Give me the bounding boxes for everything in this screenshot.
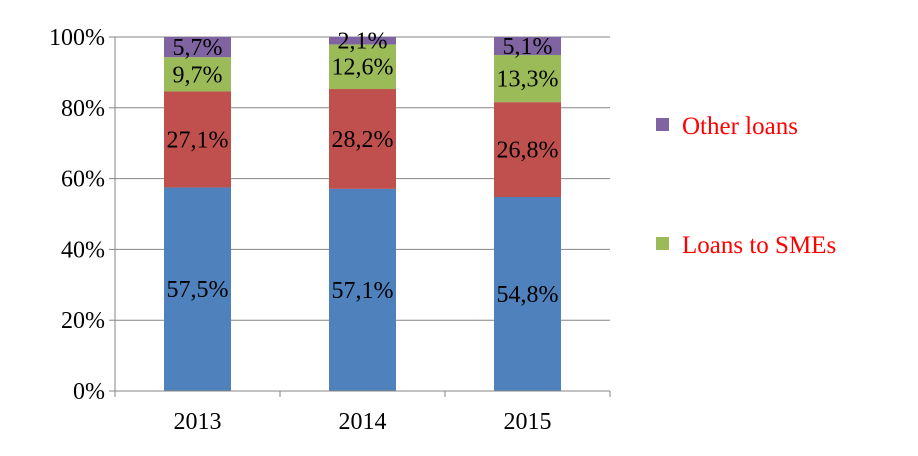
data-label: 26,8% — [497, 138, 559, 164]
legend-swatch — [656, 237, 669, 250]
x-tick-label: 2014 — [339, 409, 387, 435]
bar-segment — [329, 37, 396, 45]
data-labels: 57,5% 27,1% 9,7%5,7% 57,1% 28,2% 12,6%2,1% 54,… — [167, 29, 559, 308]
data-label: 9,7% — [173, 62, 223, 88]
data-label: 5,1% — [503, 34, 553, 60]
data-label: 2,1% — [338, 29, 388, 55]
bar-segment — [494, 55, 561, 103]
bar-segment — [329, 89, 396, 189]
legend-label: Loans to SMEs — [682, 232, 836, 259]
data-label: 5,7% — [173, 35, 223, 61]
data-label: 54,8% — [497, 282, 559, 308]
y-tick-label: 0% — [73, 379, 105, 405]
bar-segment — [164, 187, 231, 391]
bar-segment — [329, 44, 396, 90]
data-label: 57,5% — [167, 277, 229, 303]
bar-segment — [494, 37, 561, 56]
data-label: 57,1% — [332, 278, 394, 304]
legend-swatch — [656, 118, 669, 131]
y-tick-label: 20% — [61, 308, 105, 334]
legend: Other loans Loans to SMEs — [656, 113, 836, 259]
bar-segment — [164, 91, 231, 188]
data-label: 27,1% — [167, 127, 229, 153]
legend-label: Other loans — [682, 113, 798, 140]
data-label: 13,3% — [497, 67, 559, 93]
bar-segment — [329, 188, 396, 391]
y-tick-label: 40% — [61, 237, 105, 263]
bar-segment — [494, 102, 561, 198]
bar-segment — [164, 57, 231, 92]
y-tick-label: 60% — [61, 167, 105, 193]
y-tick-label: 100% — [49, 25, 105, 51]
bar-segment — [494, 197, 561, 391]
data-label: 28,2% — [332, 127, 394, 153]
y-tick-label: 80% — [61, 96, 105, 122]
bars — [164, 37, 561, 391]
x-tick-label: 2013 — [174, 409, 222, 435]
axes: 0% 20% 40% 60% 80% 100% 2013 2014 2015 — [49, 25, 611, 435]
data-label: 12,6% — [332, 55, 394, 81]
bar-segment — [164, 37, 231, 58]
x-tick-label: 2015 — [504, 409, 552, 435]
